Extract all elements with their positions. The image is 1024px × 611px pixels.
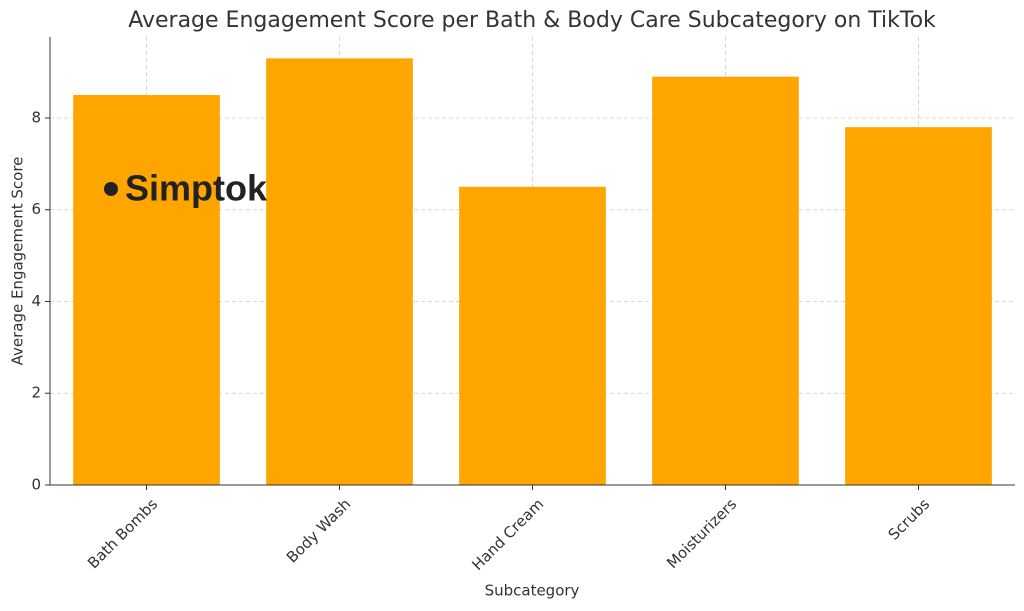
y-tick-label: 8 bbox=[31, 108, 41, 126]
y-axis-label: Average Engagement Score bbox=[9, 157, 27, 366]
watermark: Simptok bbox=[125, 168, 268, 209]
y-tick-label: 2 bbox=[31, 384, 41, 402]
watermark-icon bbox=[104, 182, 118, 196]
x-axis-label: Subcategory bbox=[485, 582, 580, 600]
y-tick-label: 6 bbox=[31, 200, 41, 218]
y-tick-label: 4 bbox=[31, 292, 41, 310]
bar bbox=[459, 186, 606, 485]
x-tick-label: Hand Cream bbox=[468, 495, 547, 574]
bar bbox=[652, 76, 799, 486]
x-tick-label: Scrubs bbox=[885, 495, 934, 544]
y-tick-label: 0 bbox=[31, 476, 41, 494]
bar bbox=[845, 127, 992, 485]
x-tick-label: Body Wash bbox=[283, 495, 354, 566]
chart-title: Average Engagement Score per Bath & Body… bbox=[128, 8, 936, 33]
bar bbox=[266, 58, 413, 485]
x-tick-label: Moisturizers bbox=[663, 495, 740, 572]
bar bbox=[73, 95, 220, 486]
x-tick-label: Bath Bombs bbox=[84, 495, 161, 572]
